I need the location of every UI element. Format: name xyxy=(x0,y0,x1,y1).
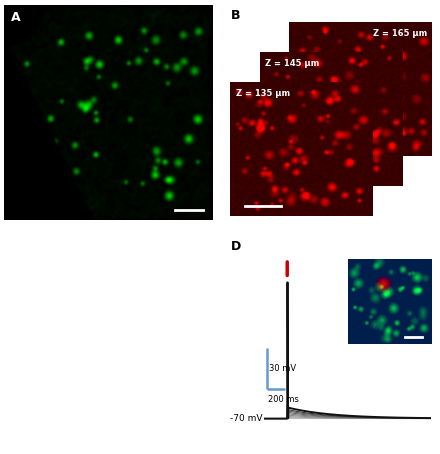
Text: A: A xyxy=(11,11,20,24)
Text: D: D xyxy=(231,240,241,253)
Text: B: B xyxy=(231,9,240,22)
